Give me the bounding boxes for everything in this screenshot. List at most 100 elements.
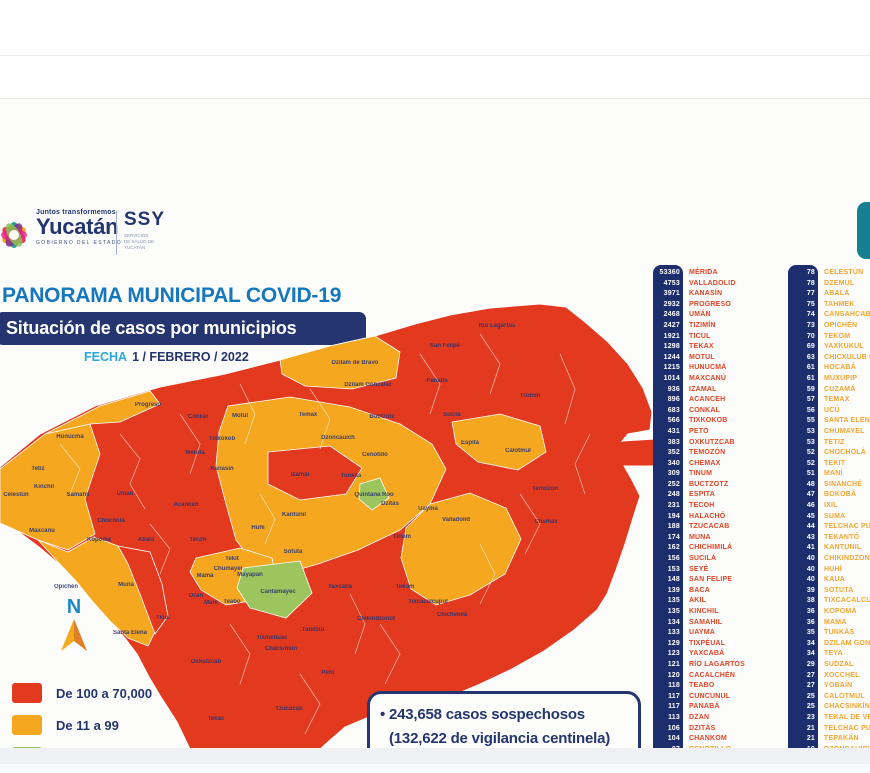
map-region-label: Tizimín [520, 393, 541, 399]
map-region-label: Valladolid [442, 517, 470, 523]
municipal-borders [59, 333, 591, 735]
footer-strip-light [0, 764, 870, 773]
case-count: 53 [806, 438, 815, 446]
north-arrow-icon: N [61, 596, 87, 651]
case-count: 40 [806, 565, 815, 573]
municipality-name: CANSAHCAB [824, 311, 870, 319]
municipality-name: SUDZAL [824, 660, 854, 668]
map-region-label: Chacsinkín [265, 646, 297, 652]
case-count: 431 [667, 427, 680, 435]
case-count: 77 [806, 290, 815, 298]
case-count: 383 [667, 438, 680, 446]
municipality-name: DZAN [689, 713, 710, 721]
case-count: 683 [667, 406, 680, 414]
municipality-name: TUNKÁS [824, 629, 855, 637]
map-region-labels: Río Lagartos San Felipe Panabá Sucilá Tizimí… [3, 323, 558, 722]
north-letter: N [67, 596, 81, 618]
ssy-line3: YUCATÁN [124, 245, 146, 250]
municipality-name: TEPAKÁN [824, 735, 859, 743]
case-count: 340 [667, 459, 680, 467]
map-region-label: Kanasín [210, 466, 234, 472]
municipality-name: HALACHÓ [689, 512, 726, 520]
municipality-name: UCÚ [824, 406, 840, 414]
ssy-acronym: SSY [124, 209, 166, 230]
case-count: 4753 [663, 279, 680, 287]
municipality-name: CENOTILLO [689, 745, 745, 748]
municipality-name: TEABO [689, 682, 715, 690]
subtitle-banner: Situación de casos por municipios [0, 312, 366, 345]
municipality-name: CHUMAYEL [824, 427, 865, 435]
municipality-name: MOTUL [689, 353, 715, 361]
municipality-name: TEKOM [824, 332, 851, 340]
case-count: 74 [806, 311, 815, 319]
case-count: 97 [656, 745, 680, 748]
map-region-label: Tekom [396, 584, 415, 590]
map-region-label: Chumayel [214, 566, 243, 572]
case-count: 896 [667, 396, 680, 404]
case-count: 21 [806, 724, 815, 732]
case-count: 174 [667, 533, 680, 541]
municipality-name: DZITÁS [689, 724, 716, 732]
map-region-label: Dzilam González [344, 382, 391, 388]
case-count: 78 [806, 269, 815, 276]
case-count: 248 [667, 491, 680, 499]
map-region-label: Tinum [393, 534, 411, 540]
municipality-name: BACA [689, 586, 711, 594]
municipality-name: SUCILÁ [689, 555, 717, 563]
legend-swatch [12, 715, 42, 735]
municipality-name: MÉRIDA [689, 269, 718, 276]
content-divider-line [0, 98, 870, 99]
municipality-name: CELESTÚN [824, 269, 864, 276]
date-line: FECHA 1 / FEBRERO / 2022 [84, 350, 249, 364]
map-region-label: Chemax [534, 519, 558, 525]
case-count: 73 [806, 321, 815, 329]
gov-state-name: Yucatán [36, 214, 119, 239]
map-region-label: Peto [321, 670, 334, 676]
case-count: 41 [806, 544, 815, 552]
map-region-label: Dzoncauich [321, 435, 355, 441]
municipality-name: TICUL [689, 332, 711, 340]
municipality-name: VALLADOLID [689, 279, 736, 287]
date-label: FECHA [84, 350, 128, 364]
map-region-label: Chocholá [97, 518, 125, 524]
municipality-name: TEMOZÓN [689, 449, 726, 457]
municipality-name: KINCHIL [689, 608, 719, 615]
map-region-label: Tixméhuac [256, 635, 288, 641]
case-count: 139 [667, 586, 680, 594]
case-count: 2932 [663, 300, 680, 308]
case-count: 53360 [659, 269, 680, 276]
case-count: 47 [806, 491, 815, 499]
case-count: 134 [667, 618, 680, 626]
case-count: 36 [806, 608, 815, 615]
municipality-name: KANASÍN [689, 290, 723, 298]
case-count: 70 [806, 332, 815, 340]
map-region-label: Izamal [291, 472, 310, 478]
map-region-label: Chichimilá [437, 612, 468, 618]
municipality-name: SINANCHÉ [824, 480, 863, 488]
municipality-name: KANTUNIL [824, 544, 862, 552]
case-count: 52 [806, 459, 815, 467]
map-region-label: Tixkokob [209, 436, 236, 442]
map-region-label: Temozón [532, 486, 558, 492]
municipality-names: CELESTÚN DZEMUL ABALÁ TAHMEK CANSAHCAB OPICHÉ… [824, 265, 870, 748]
case-count: 121 [667, 660, 680, 668]
case-count: 25 [806, 703, 815, 711]
case-count: 25 [806, 692, 815, 700]
case-count: 63 [806, 353, 815, 361]
map-region-label: Tecoh [189, 537, 207, 543]
municipality-name: SAN FELIPE [689, 576, 733, 584]
municipality-name: TINUM [689, 470, 713, 478]
map-region-label: Progreso [135, 402, 162, 408]
municipality-name: TEKAL DE VENEGAS [824, 713, 870, 721]
gov-tagline: Juntos transformemos [36, 209, 116, 216]
case-count: 352 [667, 449, 680, 457]
case-count: 61 [806, 364, 815, 372]
map-region-label: Cantamayec [260, 589, 296, 595]
case-count: 35 [806, 629, 815, 637]
municipality-name: OXKUTZCAB [689, 438, 735, 446]
municipality-name: TEKANTÓ [824, 533, 860, 541]
map-region-label: Dzilam de Bravo [332, 360, 379, 366]
map-region-label: Motul [232, 413, 248, 419]
